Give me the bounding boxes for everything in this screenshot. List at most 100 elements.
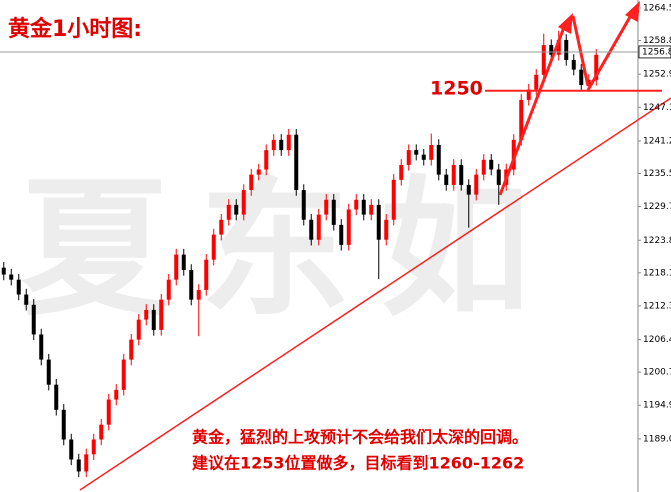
candle-body bbox=[496, 169, 501, 185]
arrow-head bbox=[625, 1, 640, 22]
candle-body bbox=[526, 89, 531, 100]
candle-body bbox=[339, 224, 344, 245]
candle-body bbox=[279, 139, 284, 151]
y-tick-label: 1247.1 bbox=[643, 103, 671, 113]
candle-body bbox=[414, 150, 419, 155]
candle-body bbox=[286, 134, 291, 151]
candle-body bbox=[406, 150, 411, 165]
candle-body bbox=[421, 154, 426, 160]
candle-body bbox=[256, 169, 261, 175]
candle-body bbox=[436, 144, 441, 175]
candle-body bbox=[579, 69, 584, 86]
candle-body bbox=[264, 150, 269, 170]
candle-body bbox=[429, 144, 434, 160]
current-price-label: 1256.8 bbox=[642, 47, 671, 57]
candle-body bbox=[189, 269, 194, 300]
candle-body bbox=[204, 259, 209, 290]
candle-body bbox=[444, 174, 449, 185]
y-tick-label: 1235.5 bbox=[643, 169, 671, 179]
candle-body bbox=[159, 299, 164, 330]
candle-body bbox=[534, 74, 539, 90]
candle-body bbox=[181, 254, 186, 270]
candle-body bbox=[301, 190, 306, 220]
plot-area bbox=[1, 30, 599, 478]
candle-body bbox=[294, 134, 299, 191]
arrow bbox=[498, 21, 568, 196]
y-tick-label: 1258.8 bbox=[643, 36, 671, 46]
candle-body bbox=[211, 234, 216, 260]
candle-body bbox=[331, 199, 336, 225]
annotation: 黄金，猛烈的上攻预计不会给我们太深的回调。 bbox=[192, 428, 528, 447]
watermark: 夏东如 bbox=[20, 161, 560, 337]
candle-body bbox=[361, 199, 366, 215]
candle-body bbox=[316, 214, 321, 240]
y-tick-label: 1212.3 bbox=[643, 301, 671, 311]
y-tick-label: 1229.7 bbox=[643, 202, 671, 212]
candle-body bbox=[384, 219, 389, 240]
y-tick-label: 1252.9 bbox=[643, 70, 671, 80]
candle-body bbox=[519, 99, 524, 140]
candle-body bbox=[474, 174, 479, 195]
candle-body bbox=[106, 399, 111, 425]
y-tick-label: 1223.8 bbox=[643, 236, 671, 246]
chart-title: 黄金1小时图: bbox=[8, 16, 142, 42]
candle-body bbox=[594, 54, 599, 80]
candle-body bbox=[241, 190, 246, 215]
candle-body bbox=[369, 204, 374, 215]
y-tick-label: 1218.1 bbox=[643, 268, 671, 278]
level-label: 1250 bbox=[430, 78, 483, 100]
candle-body bbox=[9, 274, 14, 280]
candle-body bbox=[129, 339, 134, 360]
arrow bbox=[571, 15, 590, 87]
candle-body bbox=[309, 219, 314, 240]
candle-body bbox=[481, 159, 486, 175]
trend-line bbox=[79, 97, 671, 491]
candle-body bbox=[91, 439, 96, 455]
current-price-box bbox=[638, 45, 671, 59]
candle-body bbox=[376, 204, 381, 240]
y-tick-label: 1194.9 bbox=[643, 401, 671, 411]
candle-body bbox=[196, 289, 201, 300]
candle-body bbox=[99, 424, 104, 440]
candle-body bbox=[226, 204, 231, 220]
candle-body bbox=[1, 267, 6, 275]
candle-body bbox=[61, 409, 66, 440]
y-tick-label: 1264.5 bbox=[643, 3, 671, 13]
arrow-head bbox=[558, 13, 573, 34]
candle-body bbox=[489, 159, 494, 170]
candle-body bbox=[54, 384, 59, 410]
candle-body bbox=[31, 304, 36, 335]
candle-body bbox=[564, 39, 569, 60]
candle-body bbox=[541, 45, 546, 75]
arrow bbox=[586, 9, 636, 91]
candle-body bbox=[76, 459, 81, 472]
candle-body bbox=[354, 199, 359, 210]
candle-body bbox=[174, 254, 179, 280]
y-tick-label: 1189.0 bbox=[643, 434, 671, 444]
candle-body bbox=[466, 184, 471, 195]
candle-body bbox=[219, 219, 224, 235]
candle-body bbox=[571, 59, 576, 70]
y-tick-label: 1206.4 bbox=[643, 335, 671, 345]
candle-body bbox=[271, 139, 276, 151]
candle-body bbox=[391, 179, 396, 220]
candle-body bbox=[39, 334, 44, 360]
candle-body bbox=[144, 309, 149, 320]
candle-body bbox=[84, 454, 89, 472]
candle-body bbox=[249, 174, 254, 191]
candle-body bbox=[324, 199, 329, 215]
candle-body bbox=[46, 359, 51, 385]
candle-body bbox=[399, 164, 404, 180]
candle-body bbox=[459, 164, 464, 185]
y-tick-label: 1200.7 bbox=[643, 368, 671, 378]
y-tick-label: 1241.2 bbox=[643, 136, 671, 146]
candle-body bbox=[556, 39, 561, 55]
candle-body bbox=[511, 139, 516, 170]
candle-body bbox=[136, 319, 141, 340]
candle-body bbox=[451, 164, 456, 185]
candle-body bbox=[114, 389, 119, 400]
candle-body bbox=[166, 279, 171, 300]
candle-body bbox=[69, 439, 74, 460]
candle-body bbox=[151, 309, 156, 330]
